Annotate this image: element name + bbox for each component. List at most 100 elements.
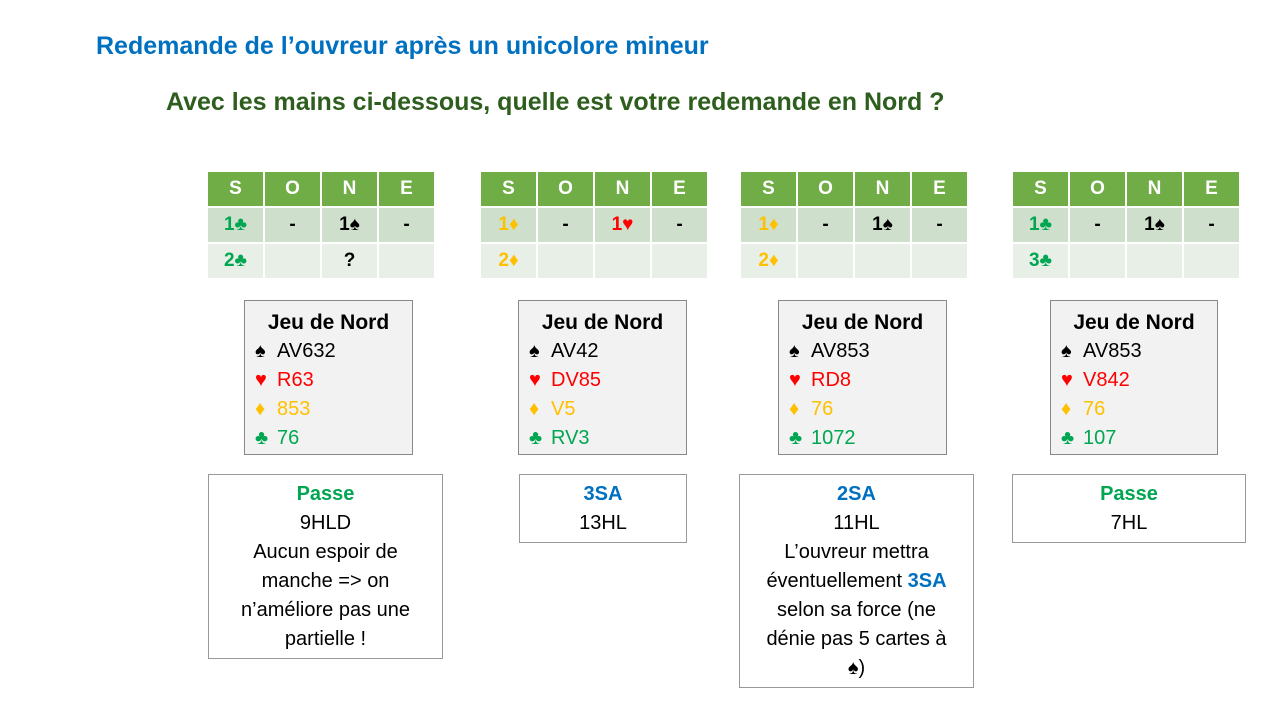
clubs-holding: ♣ 76 xyxy=(245,424,412,453)
answer-points: 7HL xyxy=(1110,512,1148,534)
club-icon: ♣ xyxy=(234,214,248,235)
bid-north-2 xyxy=(1127,244,1182,278)
header-north: N xyxy=(855,172,910,206)
answer-explanation-line: éventuellement 3SA xyxy=(766,570,947,592)
bidding-table-3: S O N E 1♦ - 1♠ - 2♦ xyxy=(739,170,969,280)
bid-west-1: - xyxy=(538,208,593,242)
header-north: N xyxy=(1127,172,1182,206)
bid-west-2 xyxy=(798,244,853,278)
bid-west-1: - xyxy=(798,208,853,242)
bid-south-2: 3♣ xyxy=(1013,244,1068,278)
bid-east-2 xyxy=(1184,244,1239,278)
diamonds-holding: ♦ V5 xyxy=(519,395,686,424)
club-icon: ♣ xyxy=(789,427,803,449)
clubs-holding: ♣ 1072 xyxy=(779,424,946,453)
heart-icon: ♥ xyxy=(255,369,267,391)
bid-north-2: ? xyxy=(322,244,377,278)
answer-explanation-line: Aucun espoir de xyxy=(253,541,398,563)
hearts-holding: ♥ RD8 xyxy=(779,366,946,395)
bid-east-1: - xyxy=(1184,208,1239,242)
page-title: Redemande de l’ouvreur après un unicolor… xyxy=(96,32,709,60)
hand-heading: Jeu de Nord xyxy=(1073,311,1195,334)
spade-icon: ♠ xyxy=(882,214,893,235)
spades-holding: ♠ AV853 xyxy=(1051,337,1217,366)
bidding-table-4: S O N E 1♣ - 1♠ - 3♣ xyxy=(1011,170,1241,280)
spades-holding: ♠ AV42 xyxy=(519,337,686,366)
spades-holding: ♠ AV853 xyxy=(779,337,946,366)
answer-explanation-line: L’ouvreur mettra xyxy=(784,541,929,563)
header-east: E xyxy=(912,172,967,206)
club-icon: ♣ xyxy=(1039,214,1053,235)
bid-south-2: 2♣ xyxy=(208,244,263,278)
diamond-icon: ♦ xyxy=(768,214,779,235)
header-west: O xyxy=(538,172,593,206)
answer-explanation-line: n’améliore pas une xyxy=(241,599,410,621)
bid-west-2 xyxy=(1070,244,1125,278)
hand-heading: Jeu de Nord xyxy=(801,311,924,334)
header-north: N xyxy=(322,172,377,206)
spade-icon: ♠ xyxy=(847,657,859,679)
answer-points: 11HL xyxy=(833,512,880,534)
north-hand-3: Jeu de Nord ♠ AV853 ♥ RD8 ♦ 76 ♣ 1072 xyxy=(778,300,947,455)
answer-bid: Passe xyxy=(296,483,355,505)
bid-north-1: 1♠ xyxy=(322,208,377,242)
answer-bid: 3SA xyxy=(583,483,623,505)
diamond-icon: ♦ xyxy=(529,398,540,420)
header-south: S xyxy=(208,172,263,206)
bid-north-1: 1♠ xyxy=(1127,208,1182,242)
bid-west-2 xyxy=(265,244,320,278)
heart-icon: ♥ xyxy=(529,369,541,391)
bid-south-1: 1♦ xyxy=(481,208,536,242)
bid-east-2 xyxy=(379,244,434,278)
bid-south-1: 1♣ xyxy=(208,208,263,242)
diamond-icon: ♦ xyxy=(508,250,519,271)
answer-box-4: Passe 7HL xyxy=(1012,474,1246,543)
hand-heading: Jeu de Nord xyxy=(541,311,664,334)
clubs-holding: ♣ 107 xyxy=(1051,424,1217,453)
diamond-icon: ♦ xyxy=(508,214,519,235)
spade-icon: ♠ xyxy=(349,214,360,235)
north-hand-1: Jeu de Nord ♠ AV632 ♥ R63 ♦ 853 ♣ 76 xyxy=(244,300,413,455)
club-icon: ♣ xyxy=(255,427,269,449)
spade-icon: ♠ xyxy=(529,340,540,362)
answer-box-1: Passe 9HLD Aucun espoir de manche => on … xyxy=(208,474,443,659)
north-hand-2: Jeu de Nord ♠ AV42 ♥ DV85 ♦ V5 ♣ RV3 xyxy=(518,300,687,455)
bid-south-1: 1♣ xyxy=(1013,208,1068,242)
bid-east-2 xyxy=(652,244,707,278)
diamonds-holding: ♦ 76 xyxy=(779,395,946,424)
club-icon: ♣ xyxy=(1039,250,1053,271)
heart-icon: ♥ xyxy=(1061,369,1073,391)
bid-north-2 xyxy=(855,244,910,278)
answer-explanation-line: dénie pas 5 cartes à xyxy=(766,628,947,650)
answer-explanation-line: manche => on xyxy=(261,570,390,592)
header-south: S xyxy=(1013,172,1068,206)
spade-icon: ♠ xyxy=(789,340,800,362)
bid-east-1: - xyxy=(912,208,967,242)
answer-explanation-line: selon sa force (ne xyxy=(777,599,936,621)
header-south: S xyxy=(741,172,796,206)
bidding-table-1: S O N E 1♣ - 1♠ - 2♣ ? xyxy=(206,170,436,280)
header-west: O xyxy=(1070,172,1125,206)
inline-bid-3sa: 3SA xyxy=(907,570,947,592)
diamonds-holding: ♦ 76 xyxy=(1051,395,1217,424)
answer-bid: Passe xyxy=(1100,483,1158,505)
bid-west-1: - xyxy=(1070,208,1125,242)
bid-west-1: - xyxy=(265,208,320,242)
diamond-icon: ♦ xyxy=(1061,398,1072,420)
club-icon: ♣ xyxy=(529,427,543,449)
answer-box-3: 2SA 11HL L’ouvreur mettra éventuellement… xyxy=(739,474,974,688)
spade-icon: ♠ xyxy=(1154,214,1165,235)
bid-east-2 xyxy=(912,244,967,278)
bid-south-1: 1♦ xyxy=(741,208,796,242)
header-south: S xyxy=(481,172,536,206)
diamond-icon: ♦ xyxy=(789,398,800,420)
header-west: O xyxy=(798,172,853,206)
answer-bid: 2SA xyxy=(837,483,876,505)
answer-explanation-line: ♠) xyxy=(847,657,866,679)
hand-heading: Jeu de Nord xyxy=(267,311,390,334)
hearts-holding: ♥ R63 xyxy=(245,366,412,395)
clubs-holding: ♣ RV3 xyxy=(519,424,686,453)
north-hand-4: Jeu de Nord ♠ AV853 ♥ V842 ♦ 76 ♣ 107 xyxy=(1050,300,1218,455)
diamonds-holding: ♦ 853 xyxy=(245,395,412,424)
header-west: O xyxy=(265,172,320,206)
